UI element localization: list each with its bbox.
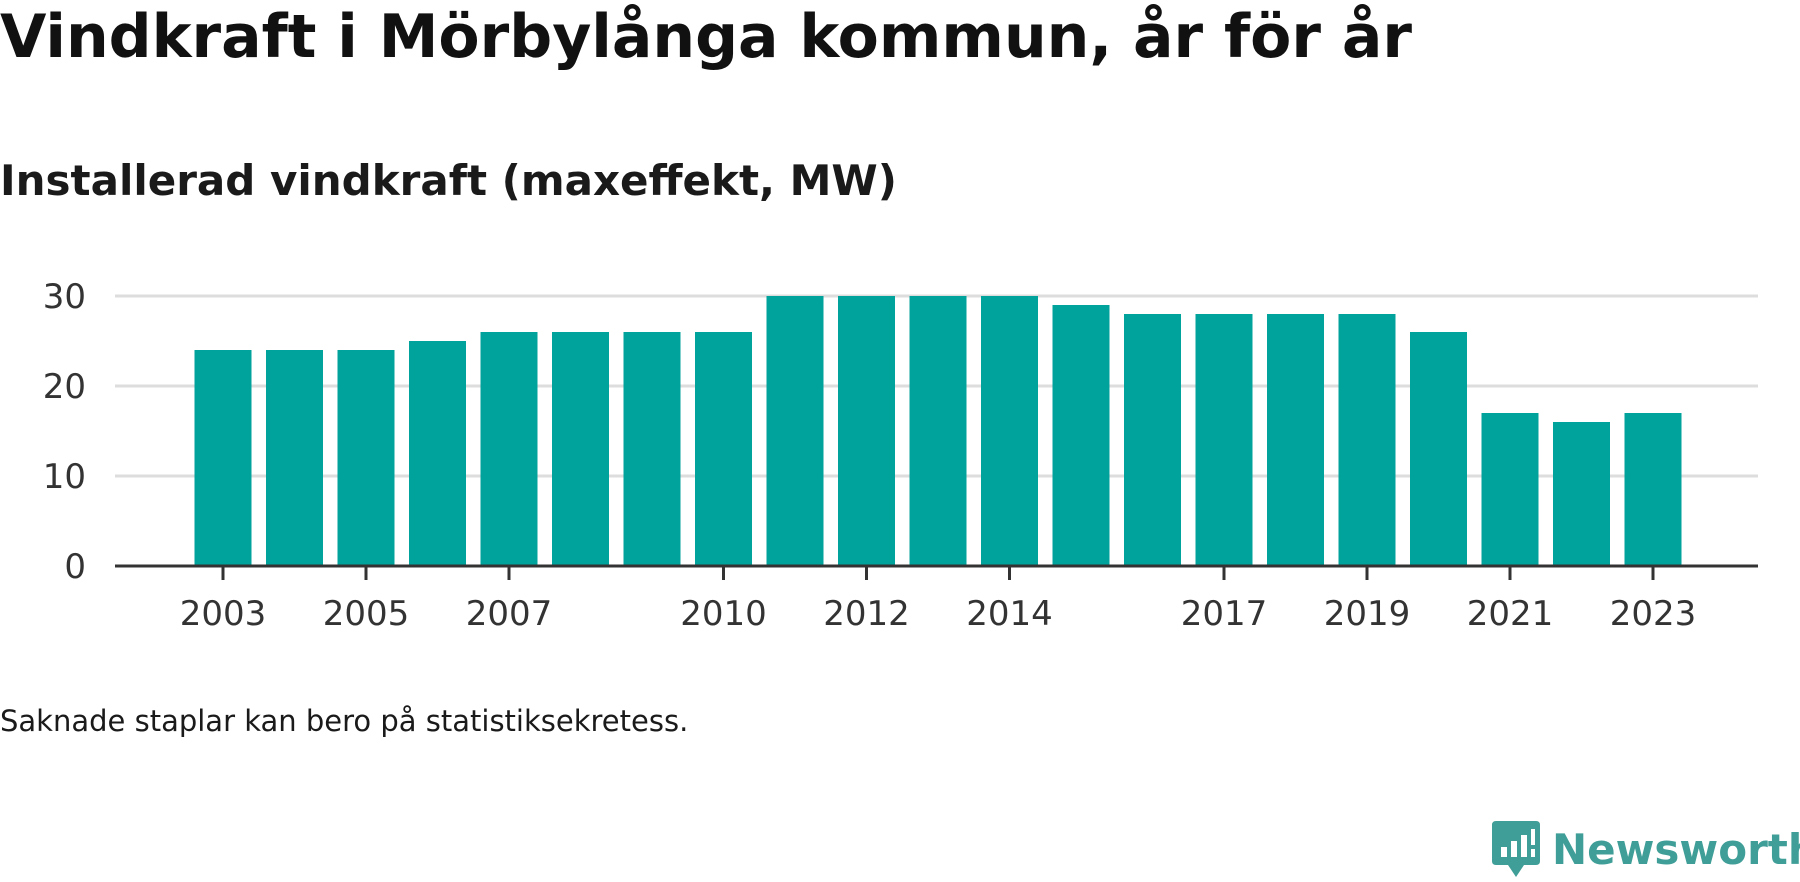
bar-2011 bbox=[766, 296, 824, 566]
bar-2007 bbox=[480, 332, 538, 566]
x-tick-label-2010: 2010 bbox=[680, 594, 767, 634]
y-tick-label-10: 10 bbox=[43, 457, 86, 497]
brand-logo: Newsworthy bbox=[1490, 816, 1800, 882]
bar-2022 bbox=[1553, 422, 1610, 566]
y-axis-labels: 0 10 20 30 bbox=[43, 277, 86, 587]
bar-2018 bbox=[1267, 314, 1324, 566]
bar-2010 bbox=[695, 332, 752, 566]
x-tick-label-2019: 2019 bbox=[1324, 594, 1411, 634]
bar-chart: 0 10 20 30 2003 2005 2007 2010 2012 2014 2017 2019… bbox=[43, 277, 1758, 634]
bar-2014 bbox=[981, 296, 1038, 566]
x-tick-label-2017: 2017 bbox=[1181, 594, 1268, 634]
bar-2017 bbox=[1195, 314, 1253, 566]
bar-2008 bbox=[552, 332, 609, 566]
bar-2019 bbox=[1338, 314, 1396, 566]
bar-2006 bbox=[409, 341, 466, 566]
x-axis: 2003 2005 2007 2010 2012 2014 2017 2019 2021 2023 bbox=[115, 564, 1758, 634]
x-tick-label-2023: 2023 bbox=[1610, 594, 1697, 634]
newsworthy-logo-icon bbox=[1492, 821, 1540, 877]
bar-2020 bbox=[1410, 332, 1467, 566]
x-tick-label-2007: 2007 bbox=[466, 594, 553, 634]
y-tick-label-20: 20 bbox=[43, 367, 86, 407]
x-tick-label-2021: 2021 bbox=[1467, 594, 1554, 634]
x-tick-label-2005: 2005 bbox=[323, 594, 410, 634]
bar-2004 bbox=[266, 350, 323, 566]
x-tick-label-2003: 2003 bbox=[180, 594, 267, 634]
y-tick-label-30: 30 bbox=[43, 277, 86, 317]
chart-subtitle: Installerad vindkraft (maxeffekt, MW) bbox=[0, 156, 897, 205]
bar-2003 bbox=[194, 350, 252, 566]
bar-2013 bbox=[909, 296, 967, 566]
x-tick-label-2014: 2014 bbox=[966, 594, 1053, 634]
brand-name: Newsworthy bbox=[1552, 824, 1800, 874]
bar-2009 bbox=[623, 332, 681, 566]
bar-2016 bbox=[1124, 314, 1181, 566]
bar-2015 bbox=[1052, 305, 1110, 566]
y-tick-label-0: 0 bbox=[64, 547, 86, 587]
chart-title: Vindkraft i Mörbylånga kommun, år för år bbox=[0, 2, 1412, 72]
bar-2021 bbox=[1481, 413, 1539, 566]
x-tick-label-2012: 2012 bbox=[823, 594, 910, 634]
bar-2023 bbox=[1624, 413, 1682, 566]
bars bbox=[194, 296, 1682, 566]
bar-2012 bbox=[838, 296, 895, 566]
bar-2005 bbox=[337, 350, 395, 566]
footnote: Saknade staplar kan bero på statistiksek… bbox=[0, 704, 689, 738]
